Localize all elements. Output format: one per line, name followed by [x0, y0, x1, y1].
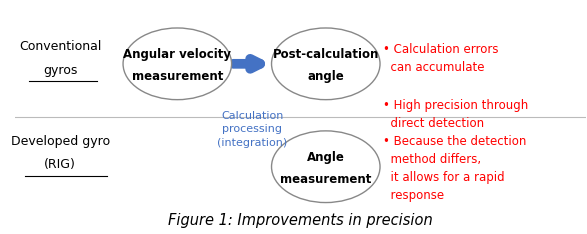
Text: Angular velocity: Angular velocity: [123, 48, 231, 61]
Text: Conventional: Conventional: [19, 40, 102, 53]
Text: Calculation
processing
(integration): Calculation processing (integration): [217, 111, 287, 148]
Text: • Calculation errors
  can accumulate: • Calculation errors can accumulate: [383, 43, 498, 73]
Text: (RIG): (RIG): [44, 158, 76, 171]
Ellipse shape: [272, 131, 380, 203]
Text: Post-calculation: Post-calculation: [272, 48, 379, 61]
Text: measurement: measurement: [131, 70, 223, 83]
Ellipse shape: [123, 28, 231, 100]
Text: angle: angle: [308, 70, 344, 83]
Text: • High precision through
  direct detection
• Because the detection
  method dif: • High precision through direct detectio…: [383, 99, 528, 202]
Text: gyros: gyros: [43, 64, 77, 77]
Text: Figure 1: Improvements in precision: Figure 1: Improvements in precision: [168, 213, 433, 228]
Ellipse shape: [272, 28, 380, 100]
Text: measurement: measurement: [280, 173, 372, 186]
Text: Angle: Angle: [307, 151, 345, 164]
Text: Developed gyro: Developed gyro: [11, 135, 110, 148]
